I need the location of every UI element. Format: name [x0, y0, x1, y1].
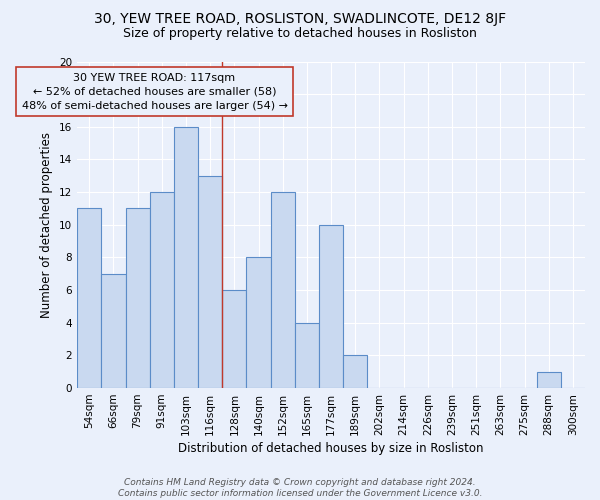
Bar [343, 356, 367, 388]
Text: 30 YEW TREE ROAD: 117sqm
← 52% of detached houses are smaller (58)
48% of semi-d: 30 YEW TREE ROAD: 117sqm ← 52% of detach… [22, 73, 287, 111]
Bar [125, 208, 149, 388]
Bar [222, 290, 247, 388]
Bar [198, 176, 222, 388]
Bar [149, 192, 174, 388]
Bar [247, 258, 271, 388]
X-axis label: Distribution of detached houses by size in Rosliston: Distribution of detached houses by size … [178, 442, 484, 455]
Bar [536, 372, 561, 388]
Bar [319, 225, 343, 388]
Bar [271, 192, 295, 388]
Bar [295, 323, 319, 388]
Y-axis label: Number of detached properties: Number of detached properties [40, 132, 53, 318]
Bar [174, 127, 198, 388]
Text: Contains HM Land Registry data © Crown copyright and database right 2024.
Contai: Contains HM Land Registry data © Crown c… [118, 478, 482, 498]
Bar [77, 208, 101, 388]
Text: Size of property relative to detached houses in Rosliston: Size of property relative to detached ho… [123, 28, 477, 40]
Bar [101, 274, 125, 388]
Text: 30, YEW TREE ROAD, ROSLISTON, SWADLINCOTE, DE12 8JF: 30, YEW TREE ROAD, ROSLISTON, SWADLINCOT… [94, 12, 506, 26]
